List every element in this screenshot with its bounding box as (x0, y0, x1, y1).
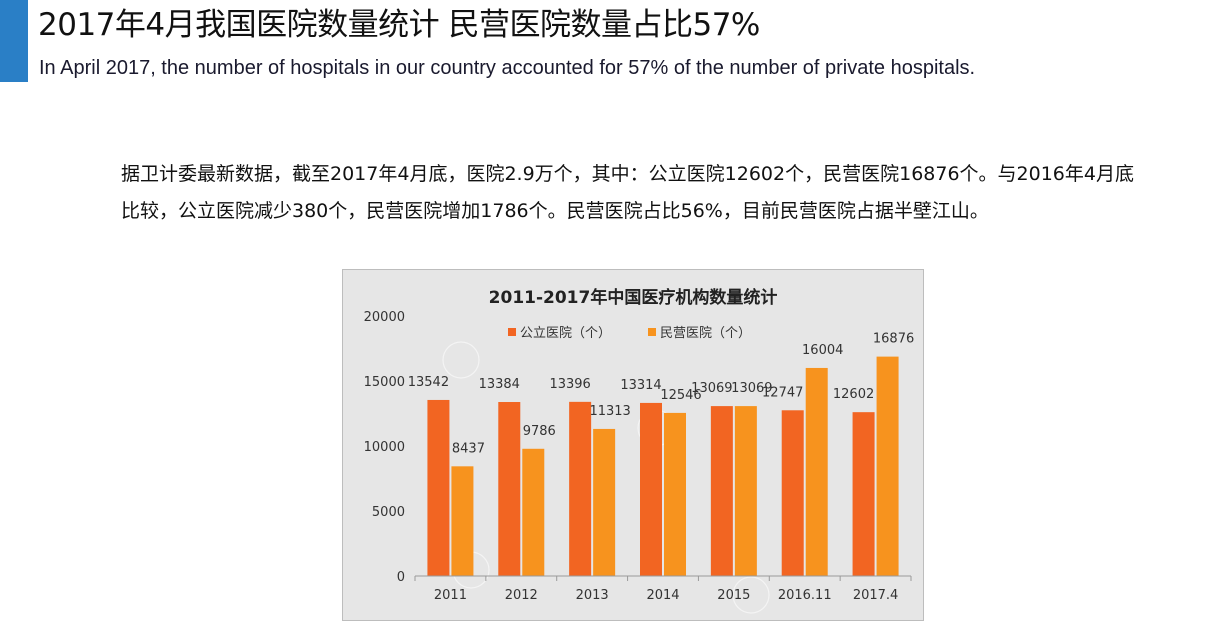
bar-public-hospitals (640, 402, 662, 576)
data-label: 8437 (452, 441, 485, 456)
bar-public-hospitals (498, 402, 521, 576)
data-label: 13314 (620, 378, 661, 393)
x-axis: 2011 2012 2013 2014 2015 2016.11 2017.4 (414, 575, 912, 603)
y-tick-label: 20000 (364, 310, 405, 325)
data-label: 13384 (479, 377, 520, 392)
page-subtitle: In April 2017, the number of hospitals i… (39, 57, 976, 79)
bar-public-hospitals (781, 410, 804, 576)
y-axis: 0 5000 10000 15000 20000 (364, 310, 405, 585)
chart-panel: 2011-2017年中国医疗机构数量统计 公立医院（个） 民营医院（个） 0 500… (342, 269, 924, 621)
y-tick-label: 5000 (372, 505, 405, 520)
bar-private-hospitals (876, 356, 899, 576)
x-tick-label: 2012 (505, 588, 538, 603)
legend-label: 公立医院（个） (520, 326, 611, 341)
data-label: 16876 (873, 332, 914, 347)
data-label: 13069 (691, 381, 732, 396)
bar-private-hospitals (664, 412, 686, 576)
data-label: 16004 (802, 343, 843, 358)
y-tick-label: 15000 (364, 375, 405, 390)
bar-private-hospitals (522, 448, 545, 576)
bar-public-hospitals (710, 406, 733, 576)
bar-public-hospitals (569, 401, 592, 576)
page-title: 2017年4月我国医院数量统计 民营医院数量占比57% (38, 7, 760, 43)
x-tick-label: 2017.4 (853, 588, 899, 603)
x-tick-label: 2014 (646, 588, 679, 603)
article-paragraph: 据卫计委最新数据，截至2017年4月底，医院2.9万个，其中：公立医院12602… (121, 163, 1134, 222)
x-tick-label: 2016.11 (778, 588, 832, 603)
header-accent-bar (0, 0, 28, 82)
x-tick-label: 2015 (717, 588, 750, 603)
data-label: 13069 (731, 381, 772, 396)
y-tick-label: 0 (397, 570, 405, 585)
bar-chart: 2011-2017年中国医疗机构数量统计 公立医院（个） 民营医院（个） 0 500… (364, 287, 914, 614)
bar-public-hospitals (852, 412, 875, 576)
legend-swatch (648, 328, 656, 336)
bar-private-hospitals (451, 466, 474, 576)
data-label: 13396 (549, 377, 590, 392)
bar-private-hospitals (734, 406, 757, 576)
data-label: 12747 (762, 385, 803, 400)
legend-swatch (508, 328, 516, 336)
bar-private-hospitals (593, 428, 616, 576)
x-tick-label: 2013 (576, 588, 609, 603)
bar-series: 1354284371338497861339611313133141254613… (408, 332, 914, 576)
legend-label: 民营医院（个） (660, 326, 751, 341)
x-tick-label: 2011 (434, 588, 467, 603)
data-label: 13542 (408, 375, 449, 390)
data-label: 11313 (589, 404, 630, 419)
data-label: 12602 (833, 387, 874, 402)
chart-legend: 公立医院（个） 民营医院（个） (508, 326, 751, 341)
y-tick-label: 10000 (364, 440, 405, 455)
chart-title: 2011-2017年中国医疗机构数量统计 (489, 287, 778, 308)
bar-public-hospitals (427, 399, 450, 576)
data-label: 12546 (660, 388, 701, 403)
data-label: 9786 (523, 424, 556, 439)
bar-private-hospitals (805, 367, 828, 576)
